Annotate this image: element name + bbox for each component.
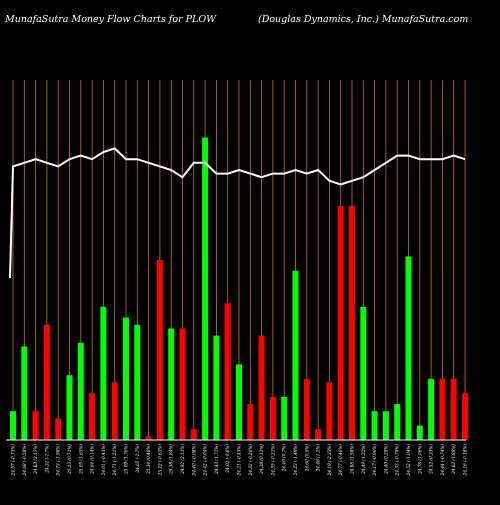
- money-flow-bar: [315, 429, 322, 440]
- x-tick-label: 24.23 (-1.49%): [293, 444, 298, 477]
- x-tick-label: 25.22 (-0.63%): [157, 444, 162, 477]
- chart-title-left: MunafaSutra Money Flow Charts for PLOW: [4, 14, 217, 25]
- x-tick-label: 24.42 (-0.04%): [203, 444, 208, 477]
- money-flow-bar: [371, 411, 378, 440]
- x-tick-label: 24.38 (0.12%): [259, 444, 264, 475]
- chart-title-right: (Douglas Dynamics, Inc.) MunafaSutra.com: [258, 14, 468, 25]
- x-tick-label: 24.35 (-0.21%): [270, 444, 275, 477]
- x-tick-label: 25.23 (0.72%): [67, 444, 72, 475]
- money-flow-bar: [450, 378, 457, 440]
- x-tick-label: 24.17 (-0.96%): [372, 444, 377, 477]
- money-flow-bar: [292, 270, 299, 440]
- money-flow-bar: [236, 364, 242, 440]
- money-flow-bar: [89, 393, 96, 440]
- x-tick-label: 24.52 (0.33%): [429, 444, 434, 475]
- x-tick-label: 24.40 (0.7%): [282, 444, 287, 473]
- money-flow-bar: [100, 306, 107, 440]
- money-flow-bar: [190, 429, 197, 440]
- x-tick-label: 24.68 (-0.58%): [22, 444, 27, 477]
- money-flow-bar: [123, 317, 129, 440]
- x-tick-label: 25.05 (1.65%): [78, 444, 83, 475]
- money-flow-bar: [349, 206, 355, 440]
- x-tick-label: 24.52 (-1.04%): [406, 444, 411, 477]
- money-flow-bar: [202, 137, 209, 440]
- money-flow-bar: [326, 382, 333, 440]
- x-tick-label: 24.71 (-1.51%): [112, 444, 117, 477]
- money-flow-bar: [21, 346, 28, 440]
- x-tick-label: 24.65 (-2.7%): [135, 444, 140, 474]
- x-tick-label: 24.16 (-0.18%): [463, 444, 468, 477]
- money-flow-bar: [269, 396, 276, 440]
- money-flow-bar: [337, 206, 344, 440]
- x-tick-label: 24.61 (-0.43%): [101, 444, 106, 477]
- money-flow-bar: [156, 260, 163, 440]
- money-flow-bar: [111, 382, 118, 440]
- x-tick-label: 24.33 (-0.79%): [395, 444, 400, 477]
- x-tick-label: 24.48 (1.2%): [316, 444, 321, 473]
- money-flow-bar: [416, 425, 423, 440]
- x-tick-label: 24.44 (-0.74%): [440, 444, 445, 477]
- money-flow-bar: [213, 335, 220, 440]
- money-flow-bar: [247, 404, 254, 440]
- x-tick-label: 24.40 (-0.08%): [191, 444, 196, 477]
- x-tick-label: 24.49 (1.32%): [361, 444, 366, 475]
- x-tick-label: 24.60 (0.5%): [304, 444, 309, 473]
- money-flow-bar: [134, 324, 141, 440]
- x-tick-label: 25.09 (1.76%): [124, 444, 129, 475]
- x-tick-label: 25.38 (1.84%): [169, 444, 174, 475]
- x-tick-label: 24.32 (-0.26%): [248, 444, 253, 477]
- x-tick-labels: 24.57 (-0.73%) 24.68 (-0.58%) 24.83 (2.15%…: [11, 444, 468, 477]
- x-tick-label: 24.92 (2.13%): [180, 444, 185, 475]
- money-flow-bar: [303, 378, 310, 440]
- money-flow-bar: [10, 411, 16, 440]
- money-flow-bar: [382, 411, 389, 440]
- money-flow-bar: [439, 378, 446, 440]
- x-tick-label: 24.43 (1.71%): [214, 444, 219, 475]
- x-tick-label: 24.88 (1.58%): [350, 444, 355, 475]
- x-tick-label: 24.19 (-2.33%): [327, 444, 332, 477]
- money-flow-bar: [428, 378, 435, 440]
- x-tick-label: 25.34 (0.48%): [146, 444, 151, 475]
- x-tick-label: 24.78 (1.06%): [417, 444, 422, 475]
- money-flow-bar: [281, 396, 288, 440]
- money-flow-bar: [43, 324, 50, 440]
- x-tick-label: 24.57 (-0.73%): [11, 444, 16, 477]
- money-flow-bar: [405, 256, 412, 440]
- money-flow-bar: [258, 335, 265, 440]
- x-tick-label: 24.31 (-1.7%): [44, 444, 49, 474]
- money-flow-bars: [10, 137, 468, 440]
- money-flow-bar: [394, 404, 401, 440]
- money-flow-bar: [179, 328, 186, 440]
- money-flow-bar: [462, 393, 468, 440]
- money-flow-bar: [66, 375, 73, 440]
- x-tick-label: 24.64 (0.14%): [90, 444, 95, 475]
- x-tick-label: 24.83 (2.15%): [33, 444, 38, 475]
- money-flow-bar: [32, 411, 39, 440]
- money-flow-bar: [168, 328, 175, 440]
- x-tick-label: 24.02 (-0.8%): [225, 444, 230, 474]
- price-line: [9, 147, 466, 279]
- money-flow-bar: [360, 306, 367, 440]
- x-tick-label: 24.73 (-1.98%): [56, 444, 61, 477]
- x-tick-label: 24.21 (-0.45%): [237, 444, 242, 477]
- money-flow-bar: [145, 436, 152, 440]
- money-flow-bar: [77, 342, 84, 440]
- x-tick-label: 24.40 (0.29%): [383, 444, 388, 475]
- money-flow-bar: [55, 418, 62, 440]
- x-tick-label: 24.62 (1.89%): [451, 444, 456, 475]
- x-tick-label: 24.77 (-0.46%): [338, 444, 343, 477]
- money-flow-bar: [224, 303, 231, 440]
